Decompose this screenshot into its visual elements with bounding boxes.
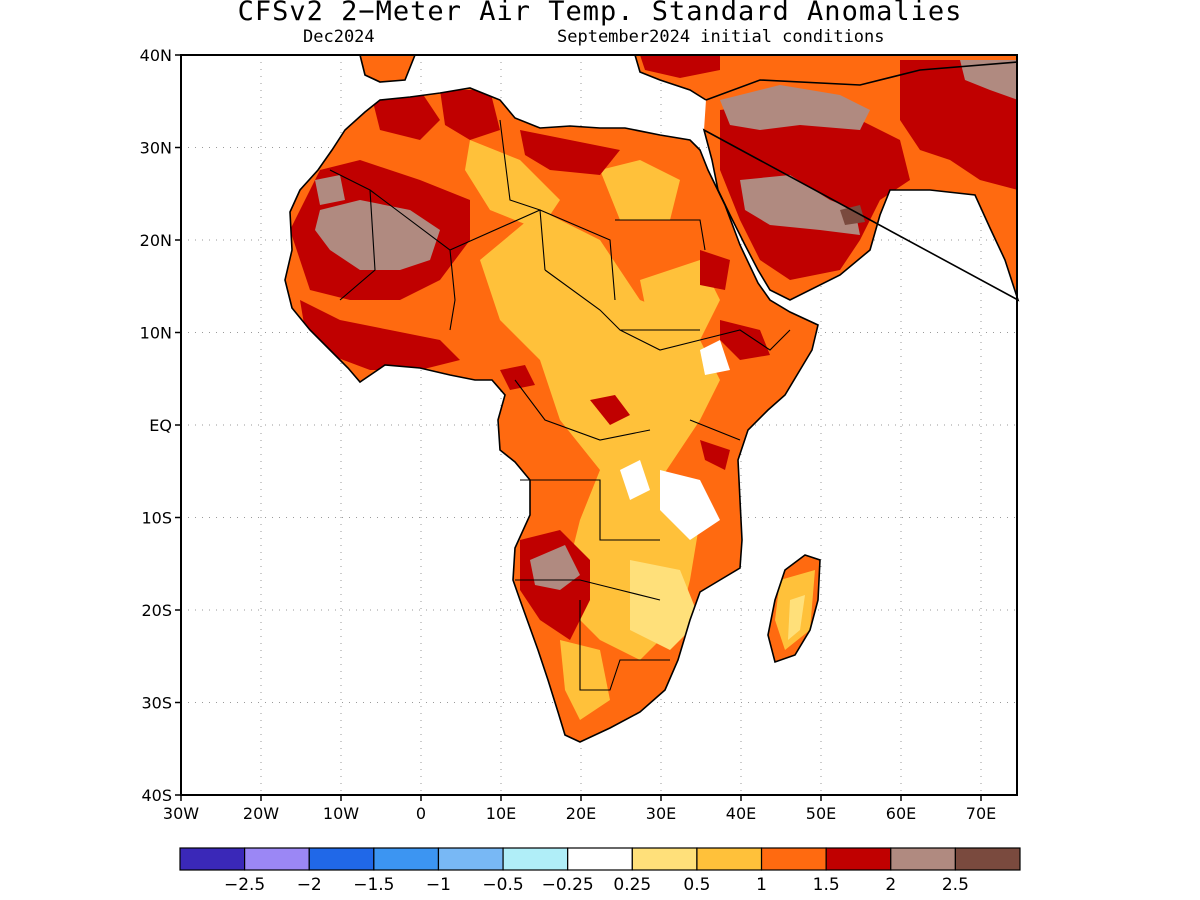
longitude-labels: 30W 20W 10W 0 10E 20E 30E 40E 50E 60E 70E (163, 795, 996, 823)
colorbar-swatch (502, 847, 569, 871)
lon-label: 20W (243, 804, 279, 823)
colorbar-swatch (760, 847, 827, 871)
colorbar-swatch (437, 847, 504, 871)
lon-label: 50E (806, 804, 836, 823)
colorbar-label: −1.5 (353, 875, 394, 895)
country-borders (329, 119, 791, 691)
valid-month-label: Dec2024 (303, 27, 375, 47)
colorbar-swatch (631, 847, 698, 871)
colorbar-swatch (825, 847, 892, 871)
lat-label: 10S (141, 509, 172, 528)
colorbar-label: −0.25 (542, 875, 594, 895)
lat-label: EQ (149, 416, 172, 435)
colorbar-label: 2.5 (942, 875, 969, 895)
lon-label: 20E (566, 804, 596, 823)
colorbar-label: 0.5 (683, 875, 710, 895)
lon-label: 60E (886, 804, 916, 823)
latitude-labels: 40N 30N 20N 10N EQ 10S 20S 30S 40S (140, 46, 181, 805)
colorbar-label: 0.25 (613, 875, 651, 895)
lon-label: 70E (966, 804, 996, 823)
lon-label: 10E (486, 804, 516, 823)
colorbar-label: −2 (297, 875, 322, 895)
lon-label: 30E (646, 804, 676, 823)
colorbar-label: 1 (756, 875, 767, 895)
colorbar-label: −0.5 (482, 875, 523, 895)
colorbar-label: 2 (885, 875, 896, 895)
lat-label: 10N (140, 324, 172, 343)
lat-label: 20N (140, 231, 172, 250)
lon-label: 10W (323, 804, 359, 823)
lat-label: 30N (140, 139, 172, 158)
map-title: CFSv2 2−Meter Air Temp. Standard Anomali… (237, 0, 963, 27)
lat-label: 40S (141, 786, 172, 805)
colorbar-swatch (179, 847, 246, 871)
initial-conditions-label: September2024 initial conditions (557, 27, 885, 47)
colorbar-swatch (373, 847, 440, 871)
colorbar-swatch (308, 847, 375, 871)
lon-label: 40E (726, 804, 756, 823)
colorbar-label: −2.5 (224, 875, 265, 895)
colorbar-swatch (567, 847, 633, 871)
colorbar-label: −1 (426, 875, 451, 895)
lat-label: 30S (141, 694, 172, 713)
colorbar-swatch (890, 847, 956, 871)
lat-label: 20S (141, 601, 172, 620)
colorbar (179, 847, 1021, 871)
coastlines (284, 54, 1020, 743)
colorbar-swatch (954, 847, 1021, 871)
colorbar-labels: −2.5 −2 −1.5 −1 −0.5 −0.25 0.25 0.5 1 1.5 2 2.5 (224, 875, 969, 895)
colorbar-swatch (696, 847, 763, 871)
anomaly-shading (285, 55, 1018, 742)
lat-label: 40N (140, 46, 172, 65)
colorbar-label: 1.5 (813, 875, 840, 895)
lon-label: 30W (163, 804, 199, 823)
colorbar-swatch (244, 847, 310, 871)
lon-label: 0 (416, 804, 426, 823)
